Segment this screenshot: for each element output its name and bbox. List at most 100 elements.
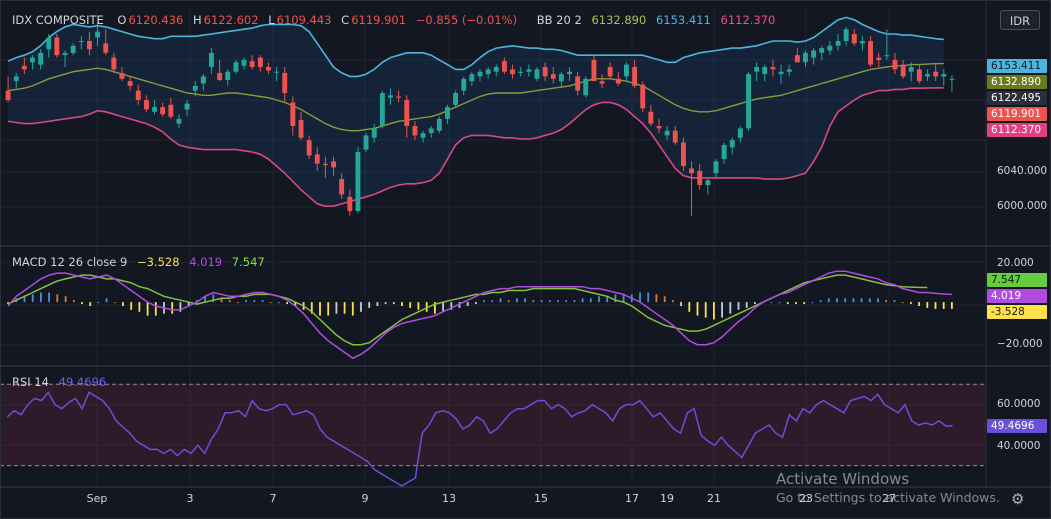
macd-hist-bar [877,298,879,303]
macd-hist-bar [475,302,477,304]
candle-body [103,43,109,53]
macd-hist-bar [89,302,92,306]
close-price-tag: 6119.901 [987,107,1047,121]
macd-hist-bar [901,302,904,304]
bb-lower-tag: 6112.370 [987,123,1047,137]
bb-mid-tag: 6132.890 [987,75,1047,89]
candle-body [371,128,377,138]
macd-hist-bar [598,296,600,303]
candle-body [339,179,345,195]
candle-body [225,71,231,80]
macd-hist-bar [72,300,75,303]
candle-body [62,52,68,56]
macd-hist-bar [204,296,206,303]
candle-body [168,104,174,117]
candle-body [453,93,458,105]
macd-hist-bar [565,300,568,303]
macd-hist-bar [827,298,830,303]
candle-body [420,133,426,138]
rsi-label: RSI 14 [12,375,49,389]
price-axis-tick: 6000.000 [997,200,1048,212]
macd-hist-bar [795,302,797,304]
macd-hist-bar [581,298,584,303]
currency-selector[interactable]: IDR [1000,10,1040,30]
macd-hist-bar [721,302,723,318]
macd-hist-bar [499,298,502,303]
macd-hist-bar [548,300,551,303]
date-tick: 23 [799,492,813,505]
macd-hist-bar [918,302,920,306]
high-label: H [193,13,202,27]
candle-body [13,76,19,82]
macd-hist-bar [934,302,937,309]
macd-hist-bar [171,302,174,314]
candle-body [5,90,11,100]
macd-hist-bar [154,302,157,316]
macd-hist-bar [286,302,288,304]
macd-hist-bar [737,302,740,310]
candle-body [737,128,743,138]
candle-body [754,67,760,72]
macd-signal-tag: 7.547 [987,273,1047,287]
macd-hist-bar [253,300,256,303]
candle-body [274,71,279,73]
macd-hist-bar [278,302,280,304]
macd-lines [7,270,952,360]
candle-body [363,135,369,150]
candle-body [681,142,686,167]
candle-body [396,96,402,98]
macd-hist-bar [56,294,59,303]
candle-body [746,74,751,129]
rsi-value: 49.4696 [58,375,107,389]
macd-hist-bar [187,302,190,306]
candle-body [135,90,141,100]
candle-body [868,41,873,65]
macd-hist-bar [614,294,617,303]
macd-hist-bar [23,296,26,303]
candle-body [355,152,361,211]
macd-hist-bar [228,300,231,303]
macd-hist-bar [384,302,387,304]
macd-hist-bar [220,298,223,303]
close-value: 6119.901 [351,13,407,27]
macd-hist-bar [442,302,444,312]
activation-watermark-subtitle: Go to Settings to activate Windows. [776,490,1000,505]
macd-hist-bar [647,292,650,303]
date-tick: 21 [707,492,721,505]
macd-hist-bar [910,302,912,304]
macd-hist-bar [704,302,707,318]
candle-body [794,55,800,63]
macd-hist-bar [245,300,247,303]
macd-hist-bar [401,302,403,306]
macd-hist-bar [754,302,756,304]
macd-hist-bar [844,298,847,303]
macd-hist-bar [819,300,822,303]
candle-body [436,118,442,131]
bb-upper-line [7,16,944,78]
macd-signal-line [7,274,928,346]
candle-body [388,95,393,98]
gear-icon[interactable]: ⚙ [1011,490,1025,508]
candle-body [160,107,166,115]
candle-body [493,67,499,72]
candle-body [599,81,605,84]
candle-body [518,71,524,73]
candlestick-series [5,22,955,216]
candle-body [648,111,654,124]
candle-body [689,168,694,174]
candle-body [111,57,117,70]
candle-body [607,67,613,77]
macd-hist-bar [335,302,338,314]
candle-body [87,41,92,50]
macd-axis-tick: 20.000 [997,257,1034,269]
macd-hist-bar [81,302,83,304]
change-value: −0.855 (−0.01%) [415,13,518,27]
macd-hist-bar [745,302,748,308]
candle-body [624,64,629,77]
candle-body [705,180,711,185]
close-label: C [341,13,350,27]
activation-watermark-title: Activate Windows [776,470,910,488]
candle-body [127,81,133,86]
candle-body [266,67,271,71]
